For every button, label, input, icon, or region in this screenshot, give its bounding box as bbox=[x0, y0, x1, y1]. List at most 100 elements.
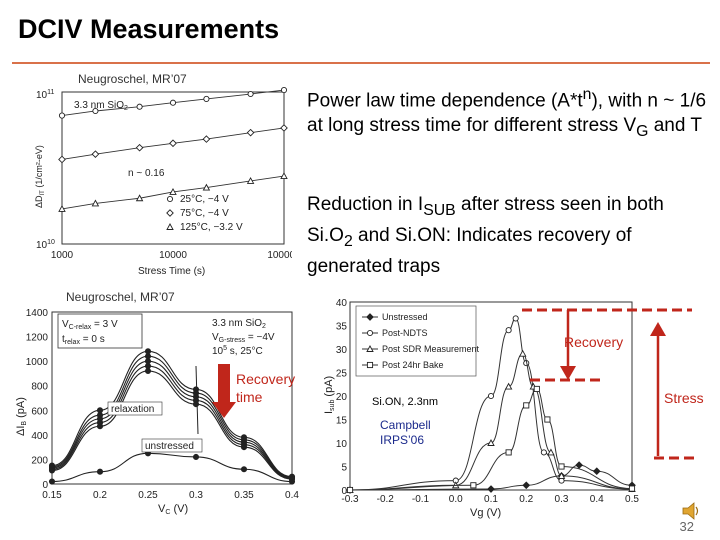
x-tick-label-1: 0.2 bbox=[93, 490, 107, 501]
y-tick-label-1: 5 bbox=[341, 463, 347, 474]
series-1-point-5 bbox=[246, 128, 255, 137]
series-3-point-4 bbox=[533, 385, 540, 392]
series-2-point-2 bbox=[487, 439, 495, 446]
curve-1-point-2 bbox=[144, 353, 152, 360]
x-tick-label-1: -0.2 bbox=[377, 494, 395, 505]
info-vc-relax: VC-relax = 3 V bbox=[62, 319, 118, 331]
series-1-point-2 bbox=[487, 392, 495, 400]
relaxation-arrow bbox=[195, 365, 199, 435]
curve-0 bbox=[51, 350, 293, 478]
plot-frame bbox=[51, 311, 293, 485]
y-axis-label: ΔIB (pA) bbox=[15, 397, 28, 436]
y-tick-top: 1011 bbox=[36, 89, 54, 101]
series-0-point-5 bbox=[247, 90, 254, 98]
info-oxide: 3.3 nm SiO2 bbox=[212, 318, 266, 330]
series-1-point-4 bbox=[512, 315, 519, 322]
series-3-point-3 bbox=[523, 402, 530, 409]
info-vg-stress: VG-stress = −4V bbox=[212, 332, 275, 344]
x-tick-label-3: 0.3 bbox=[189, 490, 203, 501]
legend-item-3: Post 24hr Bake bbox=[382, 360, 444, 370]
series-group bbox=[58, 86, 288, 212]
curve-5-point-5 bbox=[288, 478, 296, 485]
legend-marker-3 bbox=[366, 361, 374, 369]
series-1-point-0 bbox=[58, 155, 66, 164]
legend-marker-1 bbox=[166, 209, 174, 217]
y-axis-label: Isub (pA) bbox=[323, 376, 336, 414]
chart-dib-panel: 0.15 0.2 0.25 0.3 0.35 0.4 0 200 400 600 800 1000 12… bbox=[12, 306, 302, 516]
series-1-point-1 bbox=[91, 150, 100, 158]
y-tick-label-1: 200 bbox=[31, 455, 48, 466]
x-tick-label-4: 0.35 bbox=[234, 490, 254, 501]
relaxation-box bbox=[107, 401, 163, 416]
x-tick-label-2: 0.25 bbox=[138, 490, 158, 501]
page-number: 32 bbox=[679, 519, 694, 534]
x-axis-label: Vg (V) bbox=[470, 507, 501, 519]
legend-item-2: 125°C, −3.2 V bbox=[180, 222, 243, 233]
chart-isub: -0.3 -0.2 -0.1 0.0 0.1 0.2 0.3 0.4 0.5 0 5 10 15 20 25… bbox=[323, 298, 640, 519]
series-2-point-5 bbox=[246, 176, 255, 184]
recovery-time-arrow bbox=[212, 364, 236, 418]
curve-2 bbox=[51, 360, 293, 479]
speaker-icon[interactable] bbox=[680, 500, 702, 522]
series-0-point-2 bbox=[136, 103, 143, 110]
chart-dit: 1000 10000 100000 1011 1010 ΔDIT (1/cm²-eV… bbox=[34, 86, 301, 277]
slide-title: DCIV Measurements bbox=[18, 14, 280, 44]
y-tick-label-3: 15 bbox=[336, 416, 348, 427]
y-tick-label-6: 1200 bbox=[26, 333, 49, 344]
curve-5 bbox=[51, 452, 293, 483]
series-1-point-4 bbox=[202, 135, 211, 143]
x-axis-label: VC (V) bbox=[158, 503, 188, 516]
x-tick-label-0: 1000 bbox=[51, 250, 74, 261]
y-tick-label-4: 800 bbox=[31, 382, 48, 393]
citation-middle: Neugroschel, MR’07 bbox=[66, 290, 175, 304]
series-2-point-6 bbox=[280, 172, 288, 179]
bullet-isub-reduction: Reduction in ISUB after stress seen in b… bbox=[307, 194, 664, 277]
x-tick-label-0: -0.3 bbox=[341, 494, 359, 505]
series-3-point-2 bbox=[505, 449, 512, 456]
n-label: n ~ 0.16 bbox=[128, 168, 165, 179]
x-tick-label-6: 0.3 bbox=[555, 494, 569, 505]
y-tick-label-6: 30 bbox=[336, 345, 348, 356]
series-2-point-3 bbox=[504, 382, 513, 390]
series-group bbox=[346, 315, 636, 494]
series-2-point-7 bbox=[557, 471, 566, 479]
series-3-point-7 bbox=[628, 485, 636, 492]
y-tick-label-4: 20 bbox=[336, 392, 348, 403]
series-1-point-6 bbox=[280, 124, 288, 132]
info-time-temp: 105 s, 25°C bbox=[212, 345, 263, 357]
y-tick-label-0: 0 bbox=[341, 486, 347, 497]
series-0-point-2 bbox=[522, 481, 531, 490]
title-divider bbox=[12, 62, 710, 64]
series-1-point-3 bbox=[505, 327, 512, 334]
y-tick-label-0: 0 bbox=[42, 480, 48, 491]
legend-marker-0 bbox=[166, 195, 174, 203]
series-0-point-3 bbox=[169, 99, 177, 106]
series-1-point-3 bbox=[169, 139, 177, 148]
legend-marker-1 bbox=[366, 329, 374, 337]
stress-arrow-head bbox=[650, 322, 666, 336]
unstressed-box bbox=[141, 438, 203, 453]
x-axis-label: Stress Time (s) bbox=[138, 266, 205, 277]
curve-3 bbox=[51, 365, 293, 480]
series-1-point-2 bbox=[135, 143, 144, 152]
y-tick-label-7: 1400 bbox=[26, 308, 49, 319]
x-tick-label-7: 0.4 bbox=[590, 494, 604, 505]
chart-dib: 0.15 0.2 0.25 0.3 0.35 0.4 0 200 400 600 800 1000 12… bbox=[15, 308, 299, 516]
series-0-point-5 bbox=[592, 467, 601, 476]
legend-item-1: 75°C, −4 V bbox=[180, 208, 229, 219]
curve-5-point-1 bbox=[96, 468, 104, 475]
legend-item-2: Post SDR Measurement bbox=[382, 344, 480, 354]
axis-ticks: -0.3 -0.2 -0.1 0.0 0.1 0.2 0.3 0.4 0.5 0 5 10 15 20 25… bbox=[336, 298, 640, 505]
series-2-point-0 bbox=[58, 205, 66, 212]
curve-4-point-0 bbox=[48, 467, 56, 474]
inset-label: 3.3 nm SiO2 bbox=[74, 100, 128, 112]
series-0-point-6 bbox=[280, 86, 288, 94]
series-group bbox=[48, 348, 296, 485]
x-tick-label-5: 0.2 bbox=[519, 494, 533, 505]
x-tick-label-8: 0.5 bbox=[625, 494, 639, 505]
y-tick-label-2: 400 bbox=[31, 431, 48, 442]
stress-label: Stress bbox=[664, 390, 704, 406]
series-0-point-1 bbox=[487, 485, 495, 493]
series-0-point-1 bbox=[92, 107, 99, 115]
legend-marker-0 bbox=[366, 313, 374, 321]
